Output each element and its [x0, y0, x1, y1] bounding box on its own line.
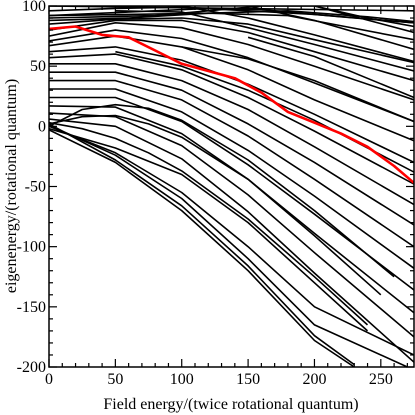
level-line-23	[49, 121, 369, 326]
level-line-12	[49, 53, 414, 185]
level-line-7	[49, 19, 414, 82]
level-line-26	[49, 123, 355, 366]
level-line-15	[49, 79, 414, 248]
y-axis-title: eigenenergy/(rotational quantum)	[3, 79, 20, 293]
level-line-9	[49, 29, 414, 123]
level-line-17	[49, 96, 414, 291]
x-tick-label: 50	[107, 371, 123, 388]
x-tick-label: 150	[236, 371, 260, 388]
level-line-16	[49, 88, 414, 269]
level-line-14	[49, 71, 414, 226]
level-line-24	[49, 127, 369, 332]
y-tick-label: 50	[30, 58, 46, 75]
level-line-29	[115, 10, 414, 72]
x-axis-title: Field energy/(twice rotational quantum)	[103, 396, 358, 413]
level-line-35	[247, 36, 414, 99]
level-line-28	[49, 125, 414, 356]
level-line-30	[181, 6, 414, 63]
y-tick-label: -150	[17, 299, 46, 316]
level-line-27	[49, 124, 408, 367]
level-lines	[49, 6, 414, 367]
level-line-13	[49, 63, 414, 206]
level-line-5	[49, 12, 414, 41]
level-line-6	[49, 17, 414, 64]
level-line-34	[181, 46, 414, 123]
level-line-21	[49, 103, 395, 278]
level-line-22	[49, 114, 382, 296]
highlight-line	[49, 25, 414, 184]
level-line-20	[49, 118, 414, 363]
level-line-10	[49, 35, 414, 142]
x-tick-label: 250	[369, 371, 393, 388]
y-tick-label: -200	[17, 359, 46, 376]
x-tick-label: 200	[302, 371, 326, 388]
axis-ticks: 0 50 100 150 200 250 -200 -150 -100 -50 0 50 100	[17, 0, 414, 388]
level-line-25	[49, 129, 355, 367]
x-tick-label: 0	[45, 371, 53, 388]
y-tick-label: -100	[17, 239, 46, 256]
y-tick-label: -50	[25, 179, 46, 196]
x-tick-label: 100	[170, 371, 194, 388]
level-line-32	[314, 6, 414, 34]
y-tick-label: 0	[38, 118, 46, 135]
level-line-31	[247, 6, 414, 51]
level-line-19	[49, 112, 414, 338]
level-line-8	[49, 22, 414, 101]
y-tick-label: 100	[22, 0, 46, 15]
